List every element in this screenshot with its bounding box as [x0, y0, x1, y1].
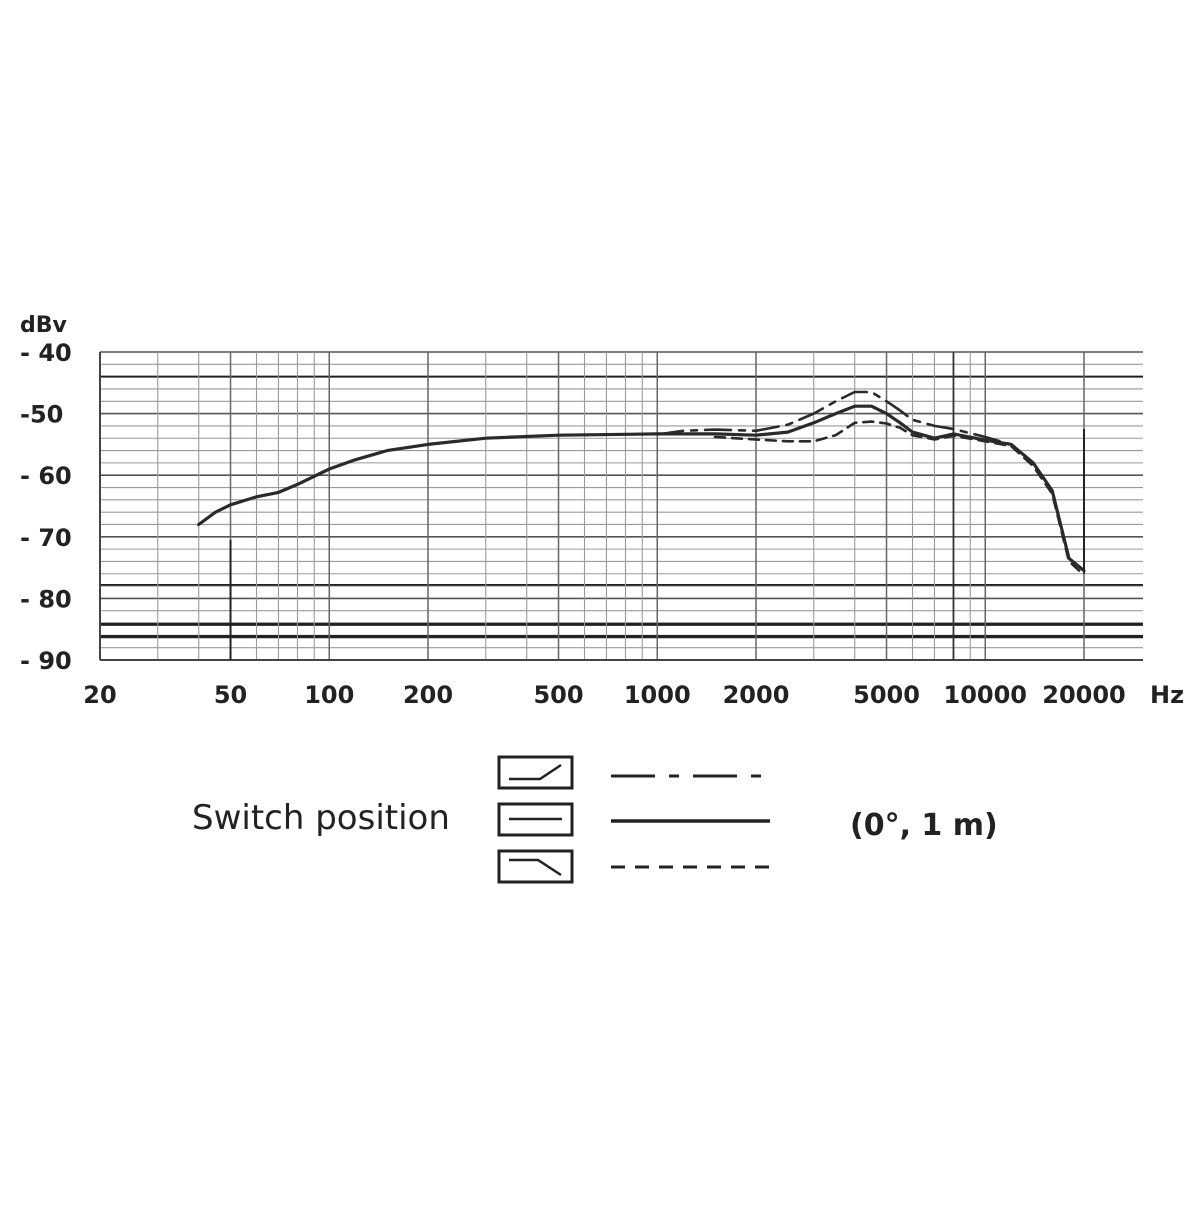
x-tick-label: 500 — [533, 681, 583, 709]
series-line-bass-cut — [655, 390, 1013, 446]
series-line-treble-cut — [713, 420, 1086, 577]
y-tick-label: - 60 — [20, 462, 72, 490]
y-tick-label: - 90 — [20, 647, 72, 675]
axis-labels: 20 50 100 200 500 1000 2000 5000 10000 20000 - 40 -… — [20, 339, 1126, 709]
chart-grid — [99, 351, 1143, 661]
series-line-linear — [197, 404, 1086, 573]
y-tick-label: -50 — [20, 401, 63, 429]
y-axis-unit-label: dBv — [20, 313, 68, 338]
x-tick-label: 10000 — [944, 681, 1028, 709]
x-axis-unit-label: Hz — [1150, 681, 1184, 709]
y-tick-label: - 40 — [20, 339, 72, 367]
legend-title: Switch position — [192, 798, 450, 838]
series-layer — [197, 390, 1086, 577]
x-tick-label: 5000 — [853, 681, 920, 709]
x-tick-label: 100 — [304, 681, 354, 709]
x-tick-label: 50 — [214, 681, 247, 709]
x-tick-label: 20000 — [1042, 681, 1126, 709]
y-tick-label: - 70 — [20, 524, 72, 552]
x-tick-label: 200 — [403, 681, 453, 709]
treble-cut-switch-icon — [497, 849, 574, 884]
legend: Switch position (0°, 1 m) — [192, 755, 998, 884]
x-tick-label: 20 — [83, 681, 116, 709]
y-tick-label: - 80 — [20, 585, 72, 613]
x-tick-label: 1000 — [624, 681, 691, 709]
bass-cut-switch-icon — [497, 755, 574, 790]
linear-switch-icon — [497, 802, 574, 837]
x-tick-label: 2000 — [723, 681, 790, 709]
legend-measurement-note: (0°, 1 m) — [850, 808, 998, 843]
